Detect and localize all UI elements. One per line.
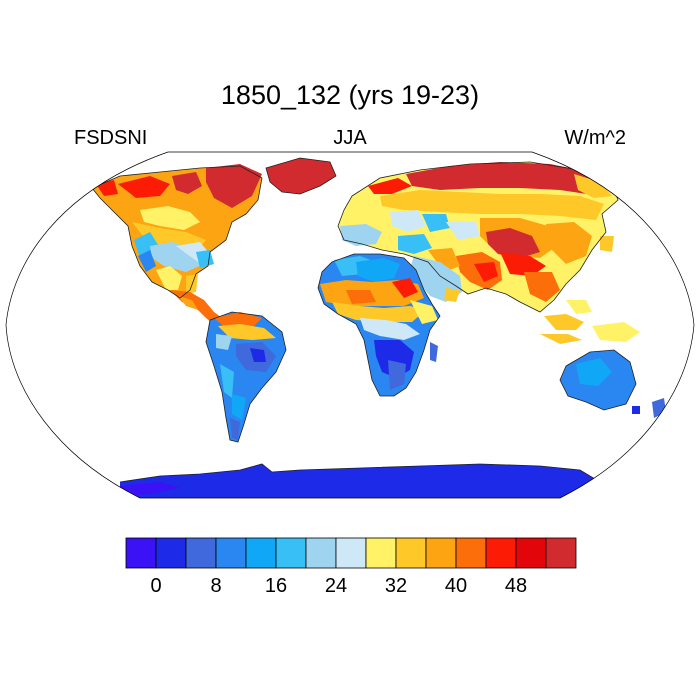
colorbar-tick-label: 48 — [505, 575, 527, 597]
colorbar-box — [305, 537, 337, 569]
colorbar-tick-label: 0 — [150, 575, 161, 597]
colorbar-box — [125, 537, 157, 569]
colorbar-box — [335, 537, 367, 569]
colorbar-tick-label: 8 — [210, 575, 221, 597]
map-title: 1850_132 (yrs 19-23) — [220, 80, 480, 110]
colorbar-box — [545, 537, 577, 569]
season-label: JJA — [333, 127, 367, 149]
map-border — [5, 151, 695, 499]
land-fields — [92, 158, 666, 498]
colorbar-box — [455, 537, 487, 569]
maritime-asia-land — [544, 314, 584, 330]
variable-label: FSDSNI — [74, 127, 148, 149]
colorbar-box — [185, 537, 217, 569]
colorbar-box — [365, 537, 397, 569]
units-label: W/m^2 — [564, 127, 626, 149]
colorbar-box — [485, 537, 517, 569]
colorbar-boxes — [125, 537, 577, 569]
antarctica-land — [120, 464, 600, 498]
greenland-land — [266, 158, 336, 194]
colorbar-box — [395, 537, 427, 569]
colorbar-tick-label: 32 — [385, 575, 407, 597]
colorbar-box — [155, 537, 187, 569]
colorbar-box — [245, 537, 277, 569]
coastlines — [91, 157, 637, 483]
colorbar-labels: 0 8 16 24 32 40 48 — [150, 575, 527, 597]
colorbar-box — [215, 537, 247, 569]
colorbar-box — [515, 537, 547, 569]
colorbar-box — [425, 537, 457, 569]
colorbar-tick-label: 40 — [445, 575, 467, 597]
colorbar-tick-label: 16 — [265, 575, 287, 597]
colorbar-tick-label: 24 — [325, 575, 347, 597]
colorbar-box — [275, 537, 307, 569]
